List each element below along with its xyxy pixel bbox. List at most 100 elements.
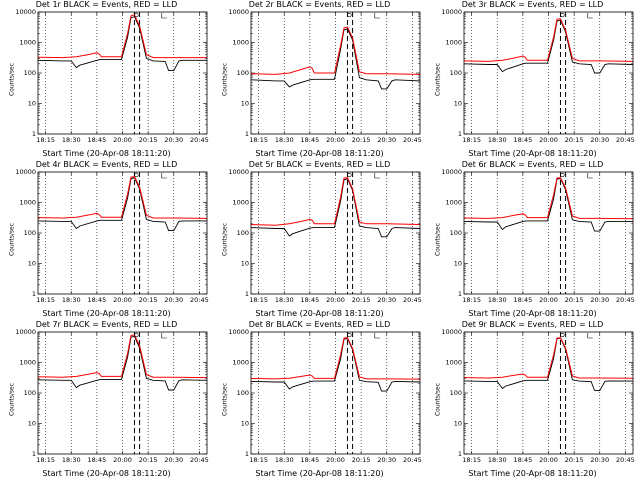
y-tick-label: 1 [32, 130, 36, 138]
y-tick-label: 100 [237, 229, 249, 237]
x-axis-label: Start Time (20-Apr-08 18:11:20) [468, 309, 597, 318]
detector-panel-6: Det 6r BLACK = Events, RED = LLD Start Ti… [426, 160, 639, 320]
y-tick-label: 100 [24, 69, 36, 77]
flare-marker [347, 12, 352, 18]
series-line-lld [37, 176, 208, 219]
plot-svg: 18:15 18:30 18:45 20:00 20:15 20:30 20:45 1 10 10… [441, 328, 635, 464]
detector-panel-7: Det 7r BLACK = Events, RED = LLD Start Ti… [0, 320, 213, 480]
panel-title: Det 4r BLACK = Events, RED = LLD [35, 160, 178, 169]
x-tick-label: 20:45 [403, 136, 422, 144]
x-tick-label: 18:30 [275, 296, 294, 304]
x-tick-label: 18:45 [514, 456, 533, 464]
panel-title: Det 2r BLACK = Events, RED = LLD [248, 0, 391, 9]
x-tick-label: 20:45 [403, 296, 422, 304]
x-tick-label: 20:45 [616, 456, 635, 464]
panel-title: Det 9r BLACK = Events, RED = LLD [461, 320, 604, 329]
x-tick-label: 18:45 [514, 296, 533, 304]
x-tick-label: 20:00 [113, 296, 132, 304]
y-tick-label: 1 [245, 290, 249, 298]
x-axis-label: Start Time (20-Apr-08 18:11:20) [42, 469, 171, 478]
x-tick-label: 18:30 [488, 136, 507, 144]
attenuator-marker [587, 333, 593, 339]
series-line-lld [250, 26, 421, 75]
plot-svg: 18:15 18:30 18:45 20:00 20:15 20:30 20:45 1 10 10… [15, 8, 209, 144]
y-tick-label: 100 [237, 389, 249, 397]
y-tick-label: 10000 [15, 328, 36, 336]
y-tick-label: 1000 [445, 199, 462, 207]
series-line-lld [250, 177, 421, 226]
x-tick-label: 20:15 [139, 136, 158, 144]
plot-frame [463, 331, 634, 455]
series-line-lld [37, 14, 207, 59]
y-tick-label: 10 [241, 420, 249, 428]
plot-frame [37, 11, 208, 135]
series-line-events [250, 178, 421, 238]
x-tick-label: 20:30 [590, 456, 609, 464]
x-axis-label: Start Time (20-Apr-08 18:11:20) [255, 309, 384, 318]
x-tick-label: 20:45 [190, 136, 209, 144]
plot-frame [37, 171, 208, 295]
x-tick-label: 20:00 [113, 456, 132, 464]
flare-marker [347, 172, 352, 178]
y-tick-label: 10000 [228, 8, 249, 16]
x-tick-label: 18:45 [301, 136, 320, 144]
x-tick-label: 18:15 [249, 136, 268, 144]
series-line-lld [250, 337, 421, 380]
x-tick-label: 18:45 [514, 136, 533, 144]
x-axis-label: Start Time (20-Apr-08 18:11:20) [468, 469, 597, 478]
panel-title: Det 7r BLACK = Events, RED = LLD [35, 320, 178, 329]
x-tick-label: 20:15 [139, 296, 158, 304]
x-axis-label: Start Time (20-Apr-08 18:11:20) [468, 149, 597, 158]
x-tick-label: 20:45 [616, 296, 635, 304]
y-tick-label: 1 [32, 450, 36, 458]
x-tick-label: 18:30 [275, 456, 294, 464]
series-line-lld [463, 18, 634, 62]
x-axis-label: Start Time (20-Apr-08 18:11:20) [255, 469, 384, 478]
y-tick-label: 100 [237, 69, 249, 77]
x-tick-label: 20:15 [565, 136, 584, 144]
x-tick-label: 20:45 [403, 456, 422, 464]
flare-marker [134, 12, 139, 18]
panel-title: Det 8r BLACK = Events, RED = LLD [248, 320, 391, 329]
flare-marker [560, 332, 565, 338]
panel-title: Det 5r BLACK = Events, RED = LLD [248, 160, 391, 169]
attenuator-marker [161, 173, 167, 179]
flare-marker [134, 332, 139, 338]
x-tick-label: 20:45 [190, 456, 209, 464]
y-tick-label: 10000 [228, 328, 249, 336]
y-tick-label: 10000 [15, 8, 36, 16]
x-tick-label: 20:15 [139, 456, 158, 464]
flare-marker [560, 172, 565, 178]
x-axis-label: Start Time (20-Apr-08 18:11:20) [255, 149, 384, 158]
x-tick-label: 18:45 [88, 296, 107, 304]
x-tick-label: 18:15 [36, 296, 55, 304]
plot-svg: 18:15 18:30 18:45 20:00 20:15 20:30 20:45 1 10 10… [441, 8, 634, 144]
y-tick-label: 1 [32, 290, 36, 298]
y-tick-label: 10 [454, 100, 462, 108]
plot-frame [250, 331, 421, 455]
y-tick-label: 1 [245, 450, 249, 458]
detector-panel-9: Det 9r BLACK = Events, RED = LLD Start Ti… [426, 320, 639, 480]
x-tick-label: 20:30 [377, 136, 396, 144]
panel-title: Det 3r BLACK = Events, RED = LLD [461, 0, 604, 9]
y-tick-label: 1 [458, 290, 462, 298]
x-tick-label: 20:00 [539, 456, 558, 464]
y-tick-label: 10 [28, 420, 36, 428]
y-tick-label: 10000 [441, 8, 462, 16]
plot-svg: 18:15 18:30 18:45 20:00 20:15 20:30 20:45 1 10 10… [228, 8, 422, 144]
x-tick-label: 20:30 [590, 296, 609, 304]
plot-svg: 18:15 18:30 18:45 20:00 20:15 20:30 20:45 1 10 10… [441, 168, 635, 304]
detector-panel-2: Det 2r BLACK = Events, RED = LLD Start Ti… [213, 0, 426, 160]
y-tick-label: 1000 [232, 199, 249, 207]
attenuator-marker [587, 13, 593, 19]
x-tick-label: 20:30 [377, 296, 396, 304]
x-tick-label: 20:15 [565, 296, 584, 304]
y-tick-label: 1 [245, 130, 249, 138]
x-tick-label: 20:00 [326, 456, 345, 464]
x-tick-label: 20:30 [377, 456, 396, 464]
x-tick-label: 18:15 [249, 456, 268, 464]
x-axis-label: Start Time (20-Apr-08 18:11:20) [42, 149, 171, 158]
y-tick-label: 10 [28, 100, 36, 108]
series-line-events [250, 28, 421, 90]
y-tick-label: 1000 [19, 39, 36, 47]
